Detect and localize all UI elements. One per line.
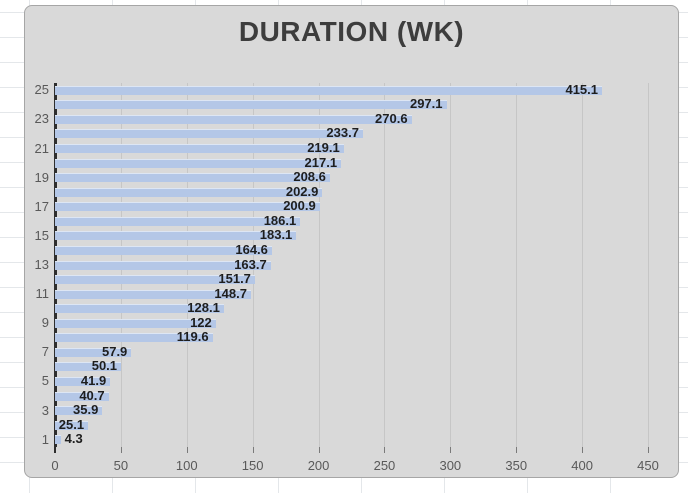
bar-data-label: 183.1 [259,227,293,243]
y-axis-label: 7 [41,344,49,360]
bar[interactable] [55,100,447,110]
bar[interactable] [55,245,272,255]
y-axis-label: 21 [34,140,49,156]
bar-data-label: 151.7 [218,271,251,287]
duration-bar-chart[interactable]: DURATION (WK) 0 50 100 150 200 250 300 350 400 45… [24,5,679,478]
bar[interactable] [55,144,344,154]
bar[interactable] [55,376,111,386]
bar-data-label: 186.1 [263,212,297,228]
bar-data-label: 208.6 [293,169,326,185]
bar[interactable] [55,187,323,197]
gridline [384,83,386,447]
bar[interactable] [55,347,132,357]
x-axis-tick [252,447,254,453]
gridline [516,83,518,447]
bar[interactable] [55,260,271,270]
x-axis-label: 350 [505,458,528,473]
x-axis-label: 150 [241,458,264,473]
y-axis-label: 19 [34,169,49,185]
bar-data-label: 35.9 [73,402,99,418]
bar-data-label: 415.1 [565,81,599,97]
chart-title: DURATION (WK) [238,16,465,47]
x-axis-label: 250 [373,458,396,473]
y-axis-label: 17 [34,198,49,214]
x-axis-tick [582,447,584,453]
plot-area: 0 50 100 150 200 250 300 350 400 450 25 23 21 19 17 15 1… [25,6,678,477]
y-axis-label: 25 [34,82,49,98]
bar-data-label: 122 [190,314,212,330]
bar[interactable] [55,362,122,372]
bar[interactable] [55,275,255,285]
bar[interactable] [55,420,89,430]
x-axis-tick [120,447,122,453]
y-axis-label: 9 [41,315,49,331]
bar-data-label: 217.1 [304,154,338,170]
bar-data-label: 202.9 [285,183,319,199]
x-axis-label: 100 [175,458,198,473]
bar-data-label: 219.1 [307,140,340,156]
bar-data-label: 4.3 [64,431,83,447]
gridline [318,83,320,447]
x-axis-tick [516,447,518,453]
gridline [450,83,452,447]
x-axis-label: 50 [113,458,129,473]
bar-data-label: 148.7 [214,285,247,301]
bar-data-label: 57.9 [101,343,128,359]
bar[interactable] [55,114,412,124]
bar[interactable] [55,85,602,95]
bar-data-label: 40.7 [79,387,105,403]
y-axis-label: 1 [41,431,49,447]
bar[interactable] [55,391,109,401]
bar[interactable] [55,318,216,328]
x-axis-label: 400 [571,458,593,473]
y-axis-label: 5 [41,373,49,389]
bar[interactable] [55,129,363,139]
x-axis-label: 300 [439,458,462,473]
x-axis-label: 0 [51,458,59,473]
bar-data-label: 297.1 [409,96,443,112]
bar-data-label: 270.6 [375,110,408,126]
bar-data-label: 200.9 [283,198,316,214]
y-axis-label: 23 [34,111,49,127]
bar[interactable] [55,202,320,212]
y-axis-label: 15 [34,227,49,243]
bar[interactable] [55,216,301,226]
y-axis-label: 3 [41,402,49,418]
x-axis-tick [648,447,649,453]
bar-data-label: 164.6 [235,241,268,257]
x-axis-label: 450 [637,458,659,473]
bar[interactable] [55,231,297,241]
bar[interactable] [55,173,330,183]
x-axis-tick [450,447,452,453]
bar-data-label: 233.7 [326,125,359,141]
bar[interactable] [55,406,103,416]
bar-data-label: 50.1 [91,358,118,374]
x-axis-tick [384,447,386,453]
bar-data-label: 128.1 [187,300,220,316]
bar[interactable] [55,158,342,168]
bar[interactable] [55,333,213,343]
bar-data-label: 163.7 [234,256,267,272]
bar-data-label: 119.6 [176,329,209,345]
x-axis-tick [54,447,56,453]
bar[interactable] [55,289,251,299]
y-axis-label: 11 [35,286,50,302]
x-axis-label: 200 [307,458,330,473]
bar-data-label: 41.9 [80,372,107,388]
x-axis-tick [318,447,320,453]
bar[interactable] [55,304,224,314]
x-axis-tick [186,447,188,453]
gridline [582,83,584,447]
y-axis-label: 13 [34,257,49,272]
bar[interactable] [55,435,61,445]
bar-data-label: 25.1 [58,416,85,432]
gridline [648,83,649,447]
